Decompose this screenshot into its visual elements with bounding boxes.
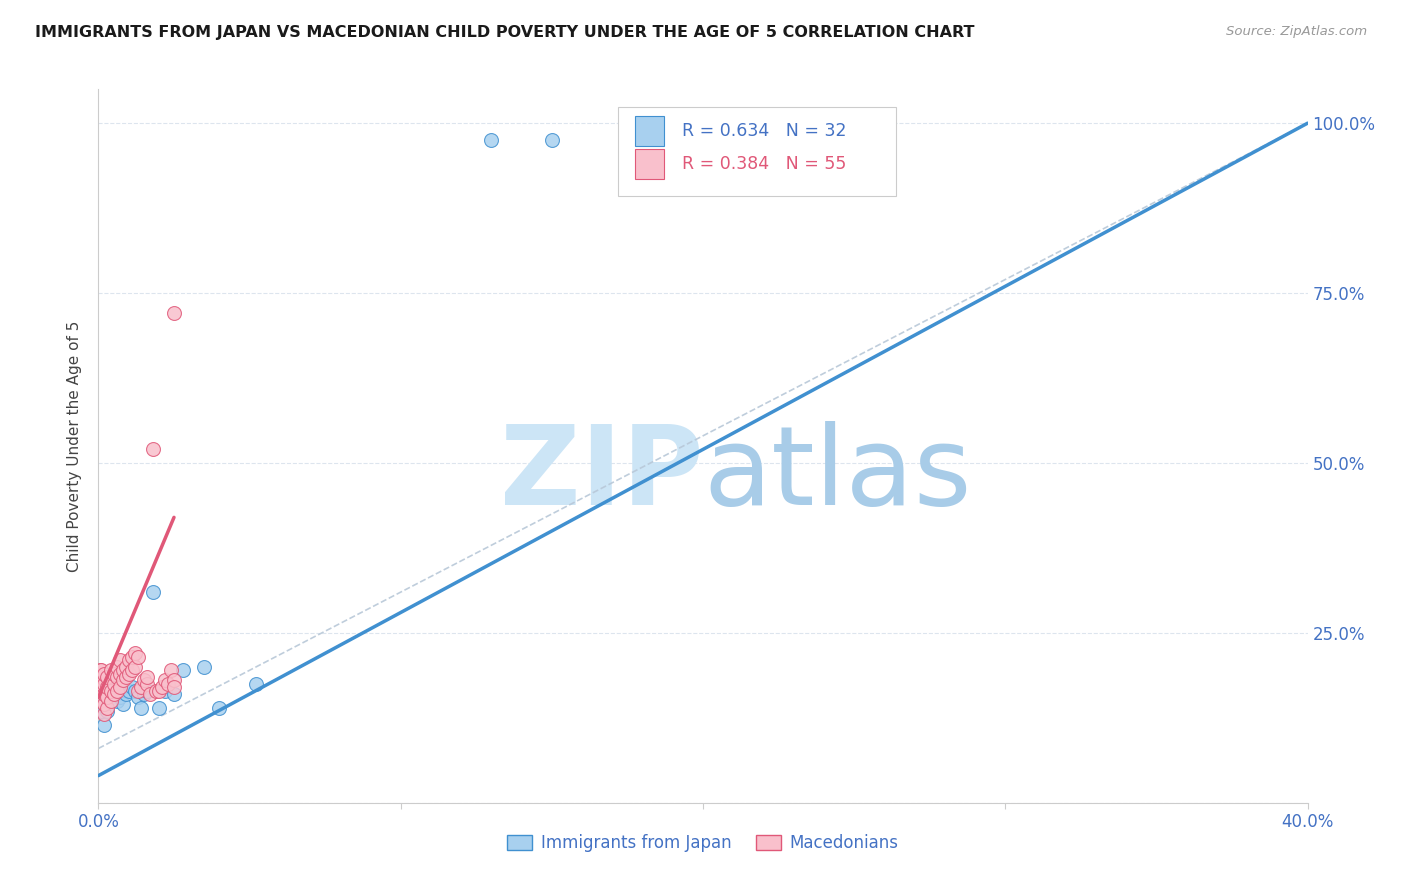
Point <box>93 683 115 698</box>
Point <box>90 704 112 718</box>
Point <box>148 683 170 698</box>
Point <box>103 687 125 701</box>
Point <box>124 660 146 674</box>
Point <box>135 683 157 698</box>
Point <box>111 698 134 712</box>
Point <box>89 663 111 677</box>
Text: R = 0.384   N = 55: R = 0.384 N = 55 <box>682 155 846 173</box>
Point <box>90 677 112 691</box>
Point <box>163 680 186 694</box>
Point <box>114 660 136 674</box>
Point <box>103 683 125 698</box>
Point <box>90 663 112 677</box>
Point <box>127 649 149 664</box>
Point <box>540 133 562 147</box>
Point <box>105 694 128 708</box>
Y-axis label: Child Poverty Under the Age of 5: Child Poverty Under the Age of 5 <box>67 320 83 572</box>
Point <box>90 670 112 684</box>
Point <box>93 698 115 712</box>
Point <box>121 663 143 677</box>
Point <box>142 442 165 457</box>
Point <box>139 687 162 701</box>
Point <box>96 687 118 701</box>
Point <box>105 660 128 674</box>
Point <box>108 666 131 681</box>
Point <box>96 670 118 684</box>
Point <box>124 646 146 660</box>
Point <box>90 694 112 708</box>
Point <box>145 683 167 698</box>
Point <box>121 649 143 664</box>
Point <box>111 663 134 677</box>
Point <box>93 677 115 691</box>
Point <box>96 680 118 694</box>
Legend: Immigrants from Japan, Macedonians: Immigrants from Japan, Macedonians <box>501 828 905 859</box>
Text: Source: ZipAtlas.com: Source: ZipAtlas.com <box>1226 25 1367 38</box>
Point <box>172 663 194 677</box>
Point <box>93 687 115 701</box>
Point <box>121 680 143 694</box>
Point <box>114 670 136 684</box>
Point <box>100 690 122 705</box>
Point <box>129 700 152 714</box>
Point <box>193 660 215 674</box>
Point <box>90 683 112 698</box>
Point <box>90 690 112 705</box>
Point <box>93 666 115 681</box>
Point <box>156 677 179 691</box>
Point <box>245 677 267 691</box>
Point <box>100 694 122 708</box>
Point <box>93 698 115 712</box>
Point <box>153 683 176 698</box>
Point <box>148 700 170 714</box>
Point <box>103 673 125 688</box>
Point <box>135 670 157 684</box>
Point <box>163 673 186 688</box>
Point <box>96 700 118 714</box>
Point <box>132 687 155 701</box>
Point <box>111 673 134 688</box>
Point <box>114 687 136 701</box>
Point <box>96 704 118 718</box>
Point <box>96 690 118 705</box>
Text: R = 0.634   N = 32: R = 0.634 N = 32 <box>682 121 846 139</box>
Point <box>163 306 186 320</box>
Point <box>93 707 115 722</box>
Point <box>481 133 503 147</box>
Point <box>103 677 125 691</box>
FancyBboxPatch shape <box>619 107 897 196</box>
Text: atlas: atlas <box>703 421 972 528</box>
Point <box>108 680 131 694</box>
Point <box>108 690 131 705</box>
Point <box>127 690 149 705</box>
Point <box>129 680 152 694</box>
Point <box>118 666 141 681</box>
Point <box>100 677 122 691</box>
Point <box>160 663 183 677</box>
Point <box>93 717 115 731</box>
Point <box>208 700 231 714</box>
Point <box>100 683 122 698</box>
Point <box>108 653 131 667</box>
Point <box>132 673 155 688</box>
Text: IMMIGRANTS FROM JAPAN VS MACEDONIAN CHILD POVERTY UNDER THE AGE OF 5 CORRELATION: IMMIGRANTS FROM JAPAN VS MACEDONIAN CHIL… <box>35 25 974 40</box>
Point <box>100 663 122 677</box>
Point <box>163 687 186 701</box>
Point <box>118 653 141 667</box>
Point <box>103 666 125 681</box>
Point <box>105 670 128 684</box>
Point <box>127 683 149 698</box>
Text: ZIP: ZIP <box>499 421 703 528</box>
FancyBboxPatch shape <box>636 149 664 179</box>
Point <box>153 673 176 688</box>
Point <box>124 683 146 698</box>
Point <box>135 677 157 691</box>
Point <box>105 683 128 698</box>
Point <box>118 683 141 698</box>
Point <box>142 585 165 599</box>
FancyBboxPatch shape <box>636 116 664 145</box>
Point <box>150 680 173 694</box>
